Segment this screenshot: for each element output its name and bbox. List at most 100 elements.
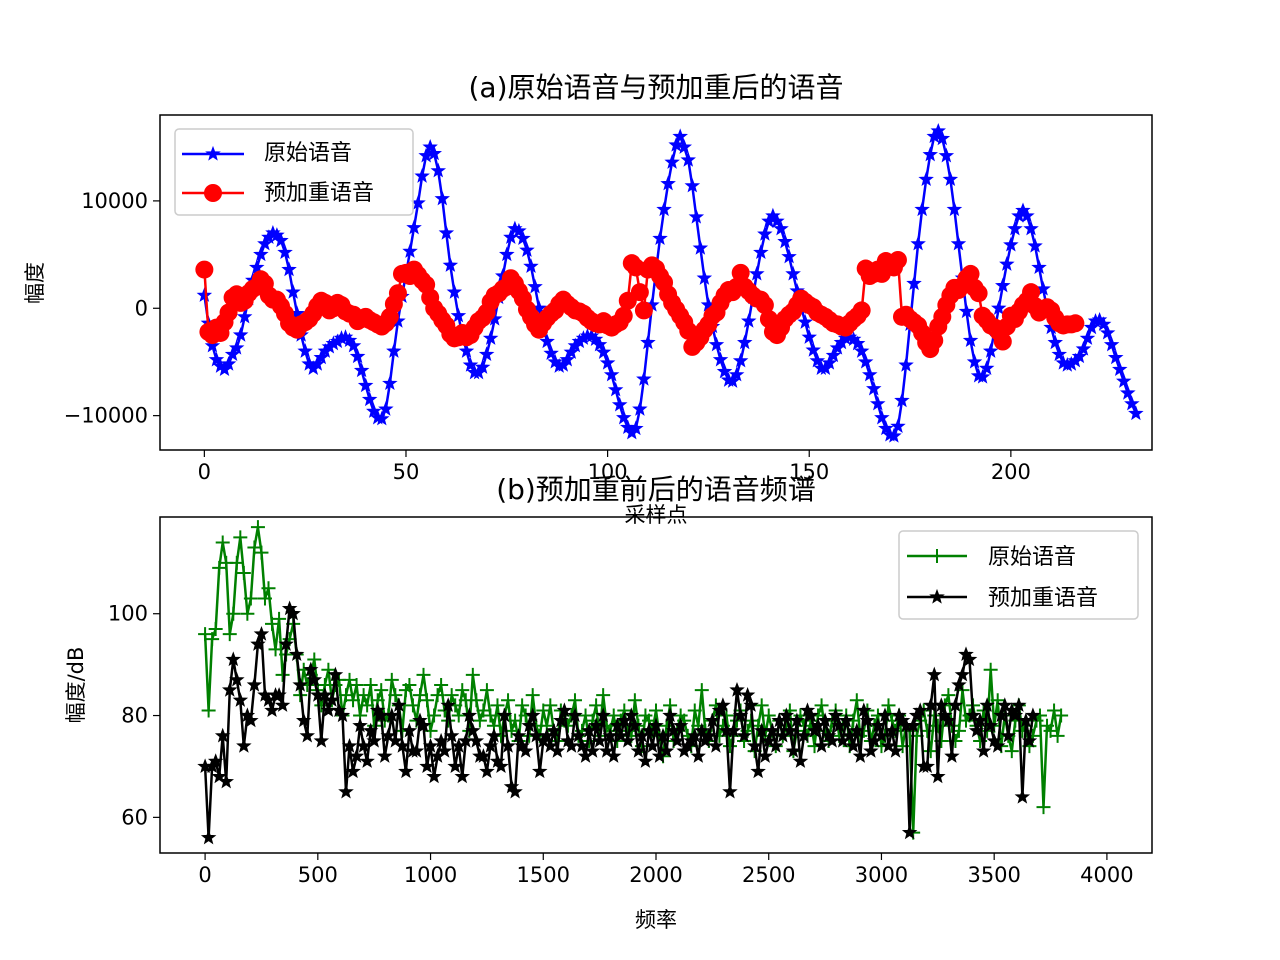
data-point — [614, 306, 633, 325]
data-point — [307, 652, 322, 667]
data-point — [275, 667, 290, 682]
data-point — [362, 722, 379, 738]
data-point — [253, 625, 270, 641]
data-point — [975, 743, 992, 758]
data-point — [474, 359, 491, 374]
data-point — [443, 727, 460, 743]
data-point — [688, 208, 705, 224]
data-point — [1128, 405, 1144, 421]
data-point — [739, 687, 756, 702]
data-point — [226, 606, 241, 621]
data-point — [993, 332, 1012, 351]
data-point — [656, 201, 672, 217]
data-point — [1011, 697, 1027, 712]
data-point — [940, 712, 957, 728]
data-point — [947, 697, 964, 712]
data-point — [620, 732, 636, 748]
data-point — [898, 357, 914, 372]
data-point — [722, 739, 737, 754]
data-point — [701, 727, 717, 743]
data-point — [660, 175, 676, 191]
data-point — [478, 346, 495, 362]
data-point — [1021, 732, 1038, 748]
x-tick-label: 200 — [991, 460, 1031, 484]
x-tick-label: 0 — [198, 863, 211, 887]
data-point — [736, 727, 752, 743]
data-point — [1025, 707, 1041, 723]
data-point — [1003, 236, 1019, 252]
data-point — [422, 139, 438, 154]
data-point — [584, 743, 601, 758]
data-point — [1004, 744, 1019, 759]
legend-marker-1-0 — [930, 549, 944, 563]
data-point — [993, 707, 1009, 723]
data-point — [440, 697, 456, 712]
data-point — [704, 712, 721, 728]
data-point — [1047, 703, 1062, 718]
data-point — [346, 693, 361, 708]
data-point — [1023, 220, 1039, 236]
data-point — [978, 360, 995, 376]
data-point — [672, 128, 688, 144]
data-point — [391, 697, 407, 712]
data-point — [451, 708, 466, 723]
subplot-b-ylabel: 幅度/dB — [64, 647, 88, 724]
data-point — [901, 824, 918, 840]
data-point — [543, 698, 558, 713]
data-point — [1019, 207, 1035, 223]
data-point — [694, 683, 709, 698]
data-point — [630, 283, 649, 302]
data-point — [570, 727, 587, 743]
data-point — [905, 717, 921, 733]
data-point — [934, 130, 951, 146]
data-point — [817, 712, 833, 728]
data-point — [408, 743, 425, 758]
x-tick-label: 50 — [393, 460, 420, 484]
data-point — [366, 732, 382, 748]
data-point — [870, 717, 886, 733]
data-point — [501, 693, 516, 708]
y-tick-label: 10000 — [81, 189, 148, 213]
data-point — [254, 545, 269, 560]
data-point — [801, 329, 817, 344]
data-point — [1047, 334, 1063, 350]
data-point — [433, 732, 449, 748]
data-point — [306, 671, 323, 687]
data-point — [499, 246, 515, 262]
data-point — [990, 693, 1005, 708]
data-point — [378, 401, 394, 416]
data-point — [1095, 316, 1112, 331]
data-point — [968, 722, 985, 738]
data-point — [757, 748, 773, 763]
data-point — [472, 713, 487, 728]
x-tick-label: 4000 — [1080, 863, 1133, 887]
legend-a-original-label: 原始语音 — [264, 141, 352, 166]
data-point — [353, 362, 370, 378]
data-point — [468, 732, 485, 748]
data-point — [253, 246, 269, 262]
data-point — [296, 712, 312, 728]
data-point — [430, 162, 447, 178]
series-markers-0-1 — [195, 250, 1085, 359]
data-point — [430, 688, 445, 703]
data-point — [205, 632, 220, 647]
data-point — [637, 753, 654, 768]
data-point — [782, 722, 798, 738]
data-point — [500, 737, 516, 753]
data-point — [461, 707, 478, 723]
subplot-a-ylabel: 幅度 — [23, 262, 47, 304]
data-point — [198, 627, 213, 642]
data-point — [983, 662, 998, 677]
data-point — [578, 708, 593, 723]
data-point — [281, 261, 297, 277]
data-point — [750, 763, 766, 779]
data-point — [426, 768, 442, 784]
data-point — [741, 313, 757, 328]
data-point — [486, 727, 502, 743]
data-point — [938, 147, 955, 163]
data-point — [405, 698, 420, 713]
subplot-a: (a)原始语音与预加重后的语音 0 50 100 150 200 −10000 0 10000… — [23, 71, 1153, 527]
data-point — [355, 737, 372, 753]
data-point — [749, 265, 765, 281]
